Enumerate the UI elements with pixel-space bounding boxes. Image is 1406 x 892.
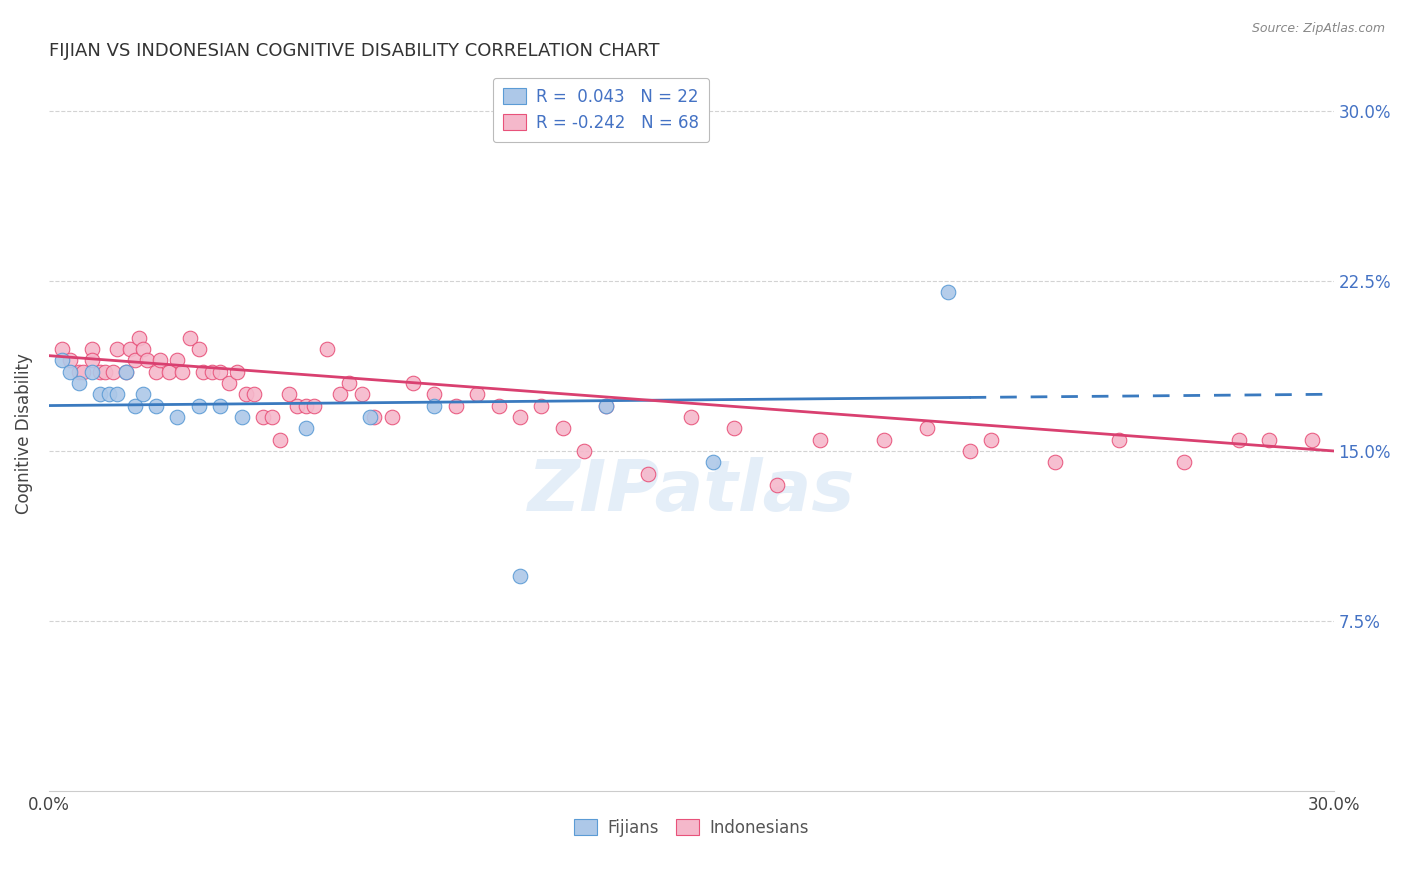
- Point: [89, 387, 111, 401]
- Point: [488, 399, 510, 413]
- Point: [97, 387, 120, 401]
- Point: [423, 387, 446, 401]
- Point: [380, 409, 402, 424]
- Point: [363, 409, 385, 424]
- Point: [723, 421, 745, 435]
- Point: [509, 568, 531, 582]
- Point: [166, 353, 188, 368]
- Point: [465, 387, 488, 401]
- Point: [637, 467, 659, 481]
- Point: [166, 409, 188, 424]
- Point: [243, 387, 266, 401]
- Point: [124, 399, 146, 413]
- Point: [132, 387, 155, 401]
- Point: [766, 478, 789, 492]
- Point: [702, 455, 724, 469]
- Point: [1258, 433, 1281, 447]
- Point: [120, 342, 142, 356]
- Point: [89, 365, 111, 379]
- Point: [316, 342, 339, 356]
- Point: [509, 409, 531, 424]
- Point: [51, 353, 73, 368]
- Point: [51, 342, 73, 356]
- Point: [124, 353, 146, 368]
- Point: [170, 365, 193, 379]
- Point: [1043, 455, 1066, 469]
- Point: [157, 365, 180, 379]
- Point: [107, 387, 129, 401]
- Point: [260, 409, 283, 424]
- Point: [132, 342, 155, 356]
- Point: [595, 399, 617, 413]
- Point: [145, 365, 167, 379]
- Point: [295, 399, 318, 413]
- Point: [80, 365, 103, 379]
- Point: [444, 399, 467, 413]
- Point: [235, 387, 257, 401]
- Legend: Fijians, Indonesians: Fijians, Indonesians: [568, 813, 815, 844]
- Point: [252, 409, 274, 424]
- Point: [873, 433, 896, 447]
- Point: [359, 409, 381, 424]
- Point: [595, 399, 617, 413]
- Point: [209, 365, 232, 379]
- Point: [67, 365, 90, 379]
- Point: [980, 433, 1002, 447]
- Point: [67, 376, 90, 390]
- Point: [115, 365, 138, 379]
- Point: [218, 376, 240, 390]
- Point: [269, 433, 291, 447]
- Point: [128, 330, 150, 344]
- Point: [1173, 455, 1195, 469]
- Point: [115, 365, 138, 379]
- Point: [145, 399, 167, 413]
- Point: [103, 365, 125, 379]
- Point: [304, 399, 326, 413]
- Point: [936, 285, 959, 300]
- Point: [915, 421, 938, 435]
- Point: [231, 409, 253, 424]
- Point: [574, 444, 596, 458]
- Point: [1108, 433, 1130, 447]
- Point: [201, 365, 224, 379]
- Point: [149, 353, 172, 368]
- Point: [285, 399, 308, 413]
- Point: [681, 409, 703, 424]
- Point: [350, 387, 373, 401]
- Point: [530, 399, 553, 413]
- Text: ZIPatlas: ZIPatlas: [527, 457, 855, 525]
- Point: [295, 421, 318, 435]
- Point: [423, 399, 446, 413]
- Point: [59, 353, 82, 368]
- Point: [107, 342, 129, 356]
- Y-axis label: Cognitive Disability: Cognitive Disability: [15, 353, 32, 515]
- Point: [80, 353, 103, 368]
- Point: [179, 330, 201, 344]
- Point: [93, 365, 115, 379]
- Point: [1301, 433, 1323, 447]
- Point: [80, 342, 103, 356]
- Text: Source: ZipAtlas.com: Source: ZipAtlas.com: [1251, 22, 1385, 36]
- Point: [402, 376, 425, 390]
- Point: [136, 353, 159, 368]
- Point: [329, 387, 352, 401]
- Text: FIJIAN VS INDONESIAN COGNITIVE DISABILITY CORRELATION CHART: FIJIAN VS INDONESIAN COGNITIVE DISABILIT…: [49, 42, 659, 60]
- Point: [277, 387, 299, 401]
- Point: [191, 365, 214, 379]
- Point: [59, 365, 82, 379]
- Point: [337, 376, 360, 390]
- Point: [209, 399, 232, 413]
- Point: [959, 444, 981, 458]
- Point: [551, 421, 574, 435]
- Point: [187, 342, 209, 356]
- Point: [808, 433, 831, 447]
- Point: [72, 365, 94, 379]
- Point: [226, 365, 249, 379]
- Point: [187, 399, 209, 413]
- Point: [1227, 433, 1250, 447]
